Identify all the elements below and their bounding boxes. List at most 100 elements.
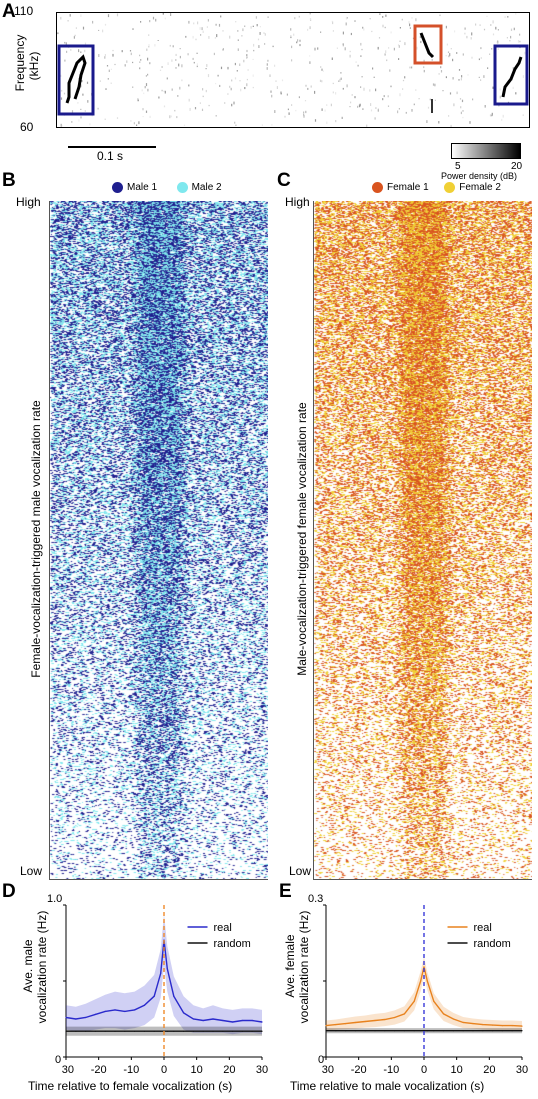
chart-d-point-real-9 <box>153 995 155 997</box>
raster-c-high-label: High <box>285 195 310 209</box>
chart-d-point-real-15 <box>192 1018 194 1020</box>
chart-e-point-real-4 <box>364 1020 366 1023</box>
chart-d-point-random-2 <box>85 1030 87 1032</box>
chart-d-point-real-22 <box>261 1021 263 1023</box>
call-trace-small <box>431 99 433 113</box>
chart-d-point-real-4 <box>104 1010 106 1012</box>
chart-d-point-random-15 <box>192 1030 194 1032</box>
chart-e-point-real-13 <box>433 1000 435 1002</box>
chart-d-point-real-12 <box>166 968 168 970</box>
chart-e-xtick-label-6: 30 <box>516 1064 528 1075</box>
chart-d-xlabel: Time relative to female vocalization (s) <box>28 1079 233 1093</box>
chart-d-point-real-16 <box>202 1019 204 1022</box>
raster-b-legend: Male 1 Male 2 <box>112 182 222 193</box>
chart-d-point-random-18 <box>222 1030 224 1032</box>
chart-e-point-real-10 <box>420 980 422 982</box>
raster-b-plot <box>50 201 268 879</box>
chart-d-point-random-7 <box>134 1030 136 1032</box>
chart-e-ytick-bottom: 0 <box>318 1054 325 1066</box>
chart-e-point-real-2 <box>345 1023 347 1025</box>
chart-e-point-random-6 <box>384 1030 386 1032</box>
spectrogram-plot <box>57 13 529 127</box>
call-box-female <box>413 24 443 65</box>
legend-dot-female1 <box>372 182 383 193</box>
panel-label-a: A <box>2 1 16 22</box>
call-box-male-left <box>57 44 95 116</box>
chart-e-xtick-label-0: -30 <box>322 1064 334 1075</box>
chart-e-point-real-6 <box>384 1018 386 1021</box>
chart-d-xtick-label-0: -30 <box>62 1064 74 1075</box>
legend-label-female1: Female 1 <box>387 182 429 194</box>
chart-d-point-real-10 <box>160 972 162 974</box>
chart-e-point-real-5 <box>374 1019 376 1022</box>
chart-e-point-real-22 <box>521 1025 523 1027</box>
chart-e-point-random-4 <box>364 1030 366 1032</box>
raster-c-ylabel: Male-vocalization-triggered female vocal… <box>295 402 309 676</box>
chart-e-svg: -30 -20 -10 0 10 20 30 real random <box>322 904 528 1075</box>
chart-d-point-random-22 <box>261 1030 263 1032</box>
chart-d-point-real-21 <box>251 1019 253 1022</box>
chart-d-xtick-label-2: -10 <box>123 1064 139 1075</box>
legend-dot-male2 <box>176 182 188 193</box>
freq-ylabel-line2: (kHz) <box>27 51 41 81</box>
chart-e-point-real-3 <box>354 1021 356 1024</box>
chart-e-point-real-0 <box>325 1025 327 1027</box>
chart-e-point-random-22 <box>521 1030 523 1032</box>
chart-d-point-random-19 <box>232 1030 234 1032</box>
chart-e-xtick-label-5: 20 <box>483 1064 495 1075</box>
chart-e-point-random-21 <box>511 1030 513 1032</box>
chart-d-legend-label-random: random <box>214 938 251 950</box>
chart-e-xtick-label-4: 10 <box>451 1064 463 1075</box>
chart-d-point-random-8 <box>143 1030 145 1032</box>
chart-e-point-random-2 <box>345 1030 347 1032</box>
chart-e-point-random-12 <box>426 1030 428 1032</box>
chart-e-xtick-label-1: -20 <box>351 1064 367 1075</box>
chart-e-xlabel: Time relative to male vocalization (s) <box>290 1079 485 1093</box>
chart-e-point-real-16 <box>462 1021 464 1024</box>
chart-d-point-real-18 <box>222 1019 224 1022</box>
chart-e-point-real-21 <box>511 1025 513 1027</box>
chart-e-point-random-1 <box>335 1030 337 1032</box>
chart-d-point-random-21 <box>251 1030 253 1032</box>
chart-d-point-real-19 <box>232 1021 234 1023</box>
spectrogram-frame <box>56 12 530 128</box>
chart-e-ylabel-line1: Ave. female <box>283 934 297 998</box>
chart-e-point-random-7 <box>394 1030 396 1032</box>
chart-d-point-real-14 <box>183 1012 185 1014</box>
legend-label-female2: Female 2 <box>459 182 501 194</box>
chart-d-point-real-13 <box>173 995 175 997</box>
chart-e-legend-label-random: random <box>474 938 511 950</box>
chart-e-ytick-top: 0.3 <box>308 893 324 905</box>
chart-e-point-random-17 <box>472 1030 474 1032</box>
legend-label-male2: Male 2 <box>191 182 222 194</box>
chart-d-point-random-16 <box>202 1030 204 1032</box>
chart-e-legend-label-real: real <box>474 922 492 934</box>
chart-e-point-real-17 <box>472 1023 474 1025</box>
raster-b-low-label: Low <box>20 864 43 878</box>
chart-e-xtick-label-3: 0 <box>421 1064 427 1075</box>
chart-d-point-real-7 <box>134 1009 136 1011</box>
panel-label-b: B <box>2 170 16 191</box>
chart-d-point-random-3 <box>94 1030 96 1032</box>
chart-d-point-random-0 <box>65 1030 67 1032</box>
raster-c-legend: Female 1 Female 2 <box>372 182 501 193</box>
raster-b-frame <box>49 201 268 880</box>
time-scalebar-label: 0.1 s <box>97 149 124 163</box>
chart-e-point-random-14 <box>443 1030 445 1032</box>
chart-e-xtick-label-2: -10 <box>383 1064 399 1075</box>
chart-e-point-random-13 <box>433 1030 435 1032</box>
chart-d-svg: -30 -20 -10 0 10 20 30 real random <box>62 904 268 1075</box>
chart-d-point-real-8 <box>143 1004 145 1006</box>
chart-e-point-real-1 <box>335 1024 337 1026</box>
chart-d-point-random-9 <box>153 1030 155 1032</box>
chart-d-xtick-label-6: 30 <box>256 1064 268 1075</box>
chart-d-point-random-17 <box>212 1030 214 1032</box>
chart-d-point-real-17 <box>212 1018 214 1020</box>
chart-e-point-random-5 <box>374 1030 376 1032</box>
panel-label-e: E <box>279 881 292 902</box>
chart-d-xtick-label-4: 10 <box>191 1064 203 1075</box>
chart-d-xtick-label-3: 0 <box>161 1064 167 1075</box>
chart-d-point-random-1 <box>75 1030 77 1032</box>
chart-e-ylabel-line2: vocalization rate (Hz) <box>297 910 311 1024</box>
chart-d-point-random-14 <box>183 1030 185 1032</box>
